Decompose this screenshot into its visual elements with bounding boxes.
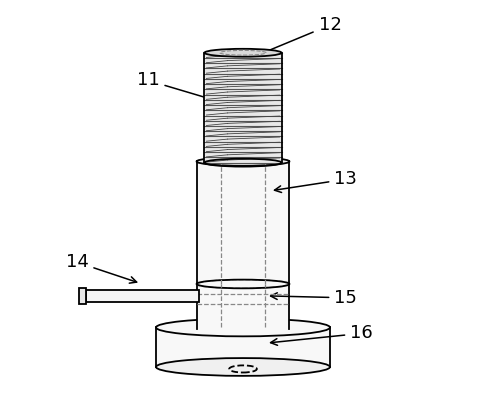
- Polygon shape: [205, 53, 281, 163]
- Polygon shape: [196, 162, 290, 284]
- Polygon shape: [156, 328, 330, 367]
- Text: 12: 12: [254, 16, 341, 57]
- Ellipse shape: [196, 157, 290, 166]
- Polygon shape: [196, 284, 290, 330]
- Bar: [79, 287, 86, 304]
- Text: 16: 16: [271, 324, 373, 345]
- Text: 14: 14: [66, 253, 137, 283]
- Ellipse shape: [156, 358, 330, 376]
- Text: 11: 11: [137, 71, 216, 102]
- Bar: [86, 290, 199, 302]
- Ellipse shape: [156, 318, 330, 336]
- Ellipse shape: [205, 49, 281, 57]
- Text: 15: 15: [271, 289, 357, 307]
- Text: 13: 13: [275, 170, 357, 193]
